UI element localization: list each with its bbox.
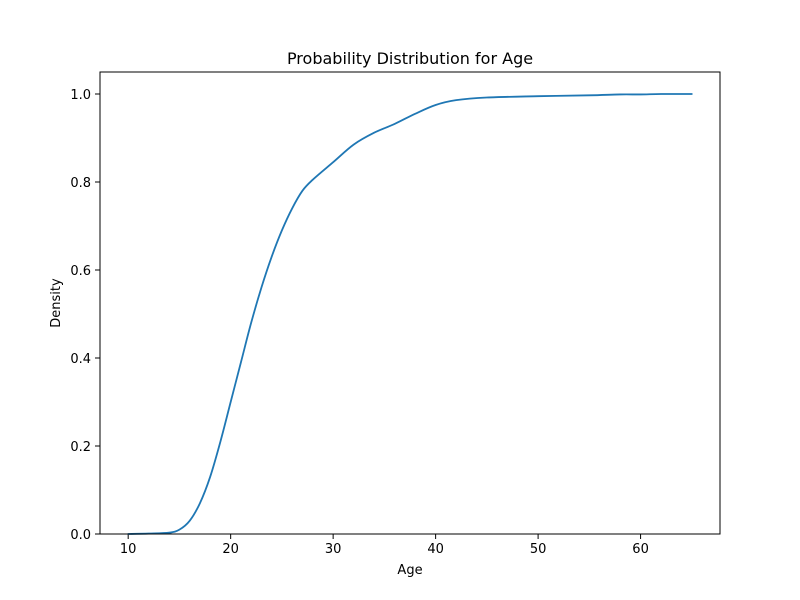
x-tick-label: 40 xyxy=(427,542,444,557)
y-axis-ticks: 0.0 0.2 0.4 0.6 0.8 1.0 xyxy=(70,88,100,543)
x-axis-label: Age xyxy=(397,563,422,578)
y-tick-label: 0.6 xyxy=(70,264,91,279)
x-tick-label: 50 xyxy=(530,542,547,557)
y-tick-label: 1.0 xyxy=(70,88,91,103)
y-tick-label: 0.0 xyxy=(70,528,91,543)
density-line xyxy=(127,93,693,535)
y-tick-label: 0.8 xyxy=(70,176,91,191)
chart-title: Probability Distribution for Age xyxy=(287,49,533,68)
y-tick-label: 0.4 xyxy=(70,352,91,367)
x-tick-label: 20 xyxy=(222,542,239,557)
y-axis-label: Density xyxy=(49,278,64,328)
x-tick-label: 60 xyxy=(632,542,649,557)
series-layer xyxy=(127,93,693,535)
x-tick-label: 30 xyxy=(325,542,342,557)
plot-area-frame xyxy=(99,71,721,535)
y-tick-label: 0.2 xyxy=(70,440,91,455)
x-tick-label: 10 xyxy=(120,542,137,557)
x-axis-ticks: 10 20 30 40 50 60 xyxy=(120,534,649,557)
